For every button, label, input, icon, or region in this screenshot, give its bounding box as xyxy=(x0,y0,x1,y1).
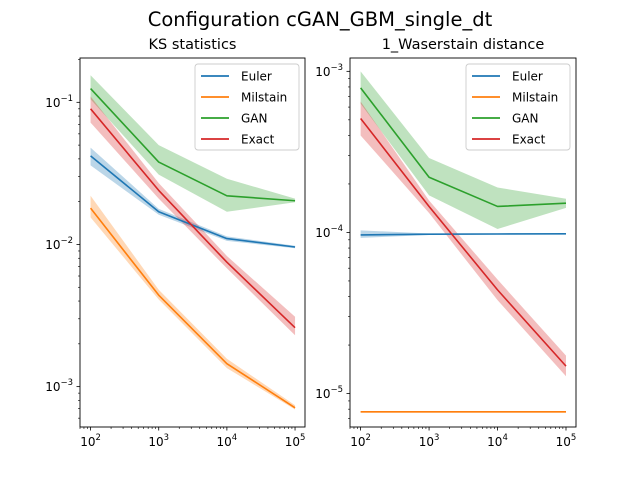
confidence-band-gan xyxy=(90,75,296,212)
y-tick-label: 10−4 xyxy=(315,224,343,240)
x-tick-label: 105 xyxy=(285,433,306,449)
confidence-band-exact xyxy=(360,101,566,377)
y-tick-label-exponent: −3 xyxy=(330,63,343,73)
confidence-band-exact xyxy=(90,96,296,336)
x-tick-label-base: 10 xyxy=(556,435,571,449)
y-tick-label-base: 10 xyxy=(45,96,60,110)
y-tick-label: 10−3 xyxy=(315,63,343,79)
x-tick-label-exponent: 2 xyxy=(95,433,100,443)
y-tick-label-base: 10 xyxy=(315,387,330,401)
series-line-euler xyxy=(90,155,296,248)
y-tick-label-exponent: −1 xyxy=(60,94,73,104)
y-tick-label-base: 10 xyxy=(45,238,60,252)
legend-label-euler: Euler xyxy=(512,70,543,84)
x-tick-label-base: 10 xyxy=(80,435,95,449)
axes-frame xyxy=(79,57,306,428)
legend-label-milstain: Milstain xyxy=(512,91,558,105)
axes-frame xyxy=(349,57,577,428)
x-tick-label-exponent: 5 xyxy=(571,433,576,443)
x-tick-label-base: 10 xyxy=(217,435,232,449)
y-tick-label-exponent: −3 xyxy=(60,378,73,388)
x-tick-label-base: 10 xyxy=(350,435,365,449)
chart-title: 1_Waserstain distance xyxy=(382,37,545,53)
legend-label-gan: GAN xyxy=(241,112,267,126)
y-tick-label-exponent: −2 xyxy=(60,236,73,246)
x-tick-label: 102 xyxy=(80,433,101,449)
legend-label-milstain: Milstain xyxy=(241,91,287,105)
x-tick-label: 103 xyxy=(148,433,169,449)
series-line-euler xyxy=(360,233,567,236)
series-line-gan xyxy=(359,87,567,208)
x-tick-label-base: 10 xyxy=(148,435,163,449)
x-tick-label: 104 xyxy=(217,433,238,449)
y-tick-label-base: 10 xyxy=(315,226,330,240)
series-line-exact xyxy=(359,117,567,367)
x-tick-label: 104 xyxy=(487,433,508,449)
x-tick-label-base: 10 xyxy=(487,435,502,449)
x-tick-label-base: 10 xyxy=(419,435,434,449)
x-tick-label: 105 xyxy=(556,433,577,449)
legend: Euler Milstain GAN Exact xyxy=(465,63,571,151)
x-tick-label-base: 10 xyxy=(285,435,300,449)
confidence-band-gan xyxy=(360,71,566,230)
y-tick-label: 10−2 xyxy=(45,236,73,252)
y-tick-label: 10−1 xyxy=(45,94,73,110)
series-line-gan xyxy=(89,87,296,202)
x-tick-label-exponent: 3 xyxy=(434,433,439,443)
legend-box xyxy=(465,63,571,151)
series-line-exact xyxy=(89,108,296,329)
series-line-milstain xyxy=(89,207,296,409)
x-tick-label-exponent: 4 xyxy=(232,433,237,443)
x-tick-label: 102 xyxy=(350,433,371,449)
y-tick-label-exponent: −5 xyxy=(330,385,343,395)
legend-box xyxy=(194,63,300,151)
x-tick-label-exponent: 2 xyxy=(366,433,371,443)
figure-suptitle: Configuration cGAN_GBM_single_dt xyxy=(148,8,493,31)
x-tick-label: 103 xyxy=(419,433,440,449)
legend-label-gan: GAN xyxy=(512,112,538,126)
legend-label-exact: Exact xyxy=(241,133,275,147)
x-tick-label-exponent: 5 xyxy=(300,433,305,443)
y-tick-label: 10−5 xyxy=(315,385,343,401)
x-tick-label-exponent: 4 xyxy=(502,433,507,443)
legend-label-euler: Euler xyxy=(241,70,272,84)
legend-label-exact: Exact xyxy=(512,133,546,147)
y-tick-label: 10−3 xyxy=(45,378,73,394)
y-tick-label-base: 10 xyxy=(45,380,60,394)
y-tick-label-exponent: −4 xyxy=(330,224,343,234)
legend: Euler Milstain GAN Exact xyxy=(194,63,300,151)
x-tick-label-exponent: 3 xyxy=(164,433,169,443)
chart-title: KS statistics xyxy=(149,37,237,53)
y-tick-label-base: 10 xyxy=(315,65,330,79)
